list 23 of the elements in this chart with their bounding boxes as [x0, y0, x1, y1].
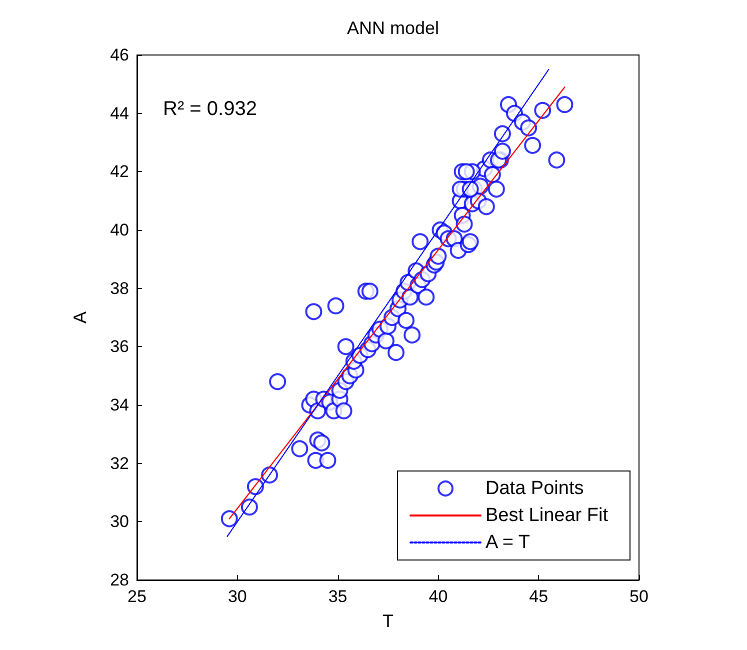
y-tick-label: 38 — [110, 278, 129, 298]
y-tick-label: 46 — [110, 46, 129, 64]
y-tick-label: 42 — [110, 162, 129, 182]
annotation: R² = 0.932 — [163, 98, 257, 120]
x-axis-title: T — [382, 611, 394, 631]
y-tick-label: 30 — [110, 512, 129, 532]
y-tick-label: 34 — [110, 396, 129, 414]
legend-label: Data Points — [486, 478, 584, 499]
y-tick-label: 40 — [110, 220, 129, 240]
legend-label: Best Linear Fit — [486, 505, 609, 526]
x-tick-label: 40 — [428, 587, 448, 606]
y-tick-label: 44 — [110, 104, 129, 123]
chart-title: ANN model — [346, 18, 440, 38]
x-tick-label: 50 — [630, 587, 648, 606]
y-tick-label: 28 — [110, 570, 129, 590]
y-tick-label: 36 — [110, 337, 129, 356]
legend-label: A = T — [486, 532, 530, 553]
x-tick-label: 25 — [128, 587, 146, 606]
x-tick-label: 35 — [328, 587, 348, 606]
x-tick-label: 30 — [228, 587, 247, 606]
x-tick-label: 45 — [529, 587, 548, 606]
y-axis-title: A — [70, 311, 90, 324]
y-tick-label: 32 — [110, 454, 129, 473]
